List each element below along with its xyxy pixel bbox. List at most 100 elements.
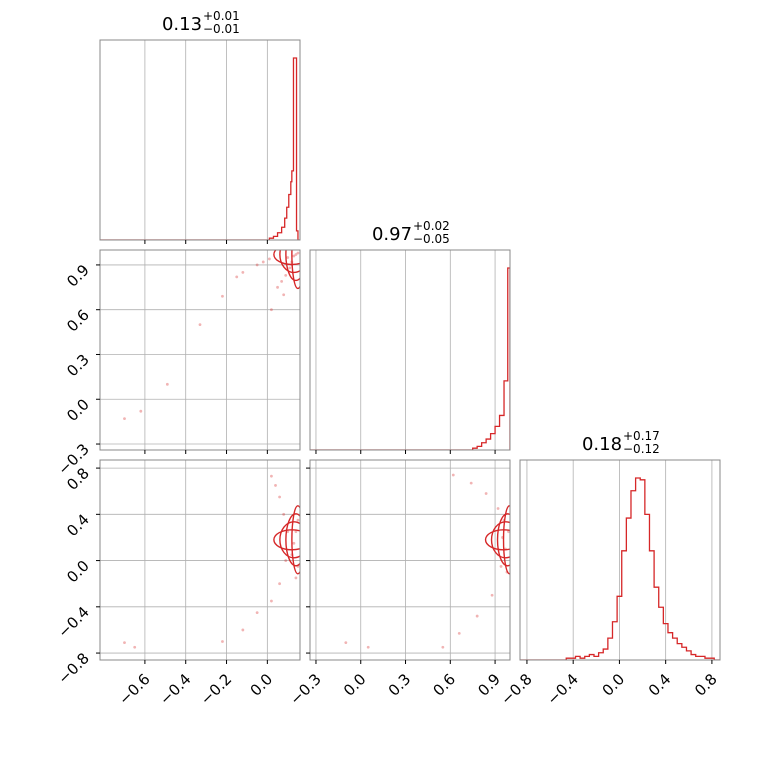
panel-content bbox=[100, 57, 300, 240]
scatter-point bbox=[280, 279, 284, 283]
scatter-point bbox=[484, 492, 488, 495]
panel-2-2: −0.8 −0.4 0.0 0.4 0.8 bbox=[497, 459, 721, 709]
x-tick-label: −0.4 bbox=[156, 670, 194, 708]
y-tick-label: −0.4 bbox=[54, 603, 92, 641]
scatter-point bbox=[284, 273, 288, 277]
scatter-point bbox=[451, 473, 455, 477]
param-title-plus: +0.02 bbox=[413, 219, 450, 233]
scatter-point bbox=[261, 260, 265, 264]
panel-frame bbox=[99, 249, 301, 451]
scatter-point bbox=[475, 614, 479, 618]
panel-content bbox=[123, 474, 300, 649]
scatter-point bbox=[198, 323, 202, 327]
param-title-minus: −0.01 bbox=[203, 22, 240, 36]
panel-content bbox=[344, 473, 510, 649]
scatter-point bbox=[139, 409, 143, 413]
panel-frame bbox=[99, 459, 301, 661]
y-tick-label: 0.3 bbox=[63, 351, 93, 381]
scatter-point bbox=[296, 251, 300, 255]
scatter-point bbox=[133, 645, 137, 649]
histogram-step-line bbox=[100, 57, 300, 240]
density-contour bbox=[285, 250, 300, 282]
x-tick-label: 0.0 bbox=[599, 670, 629, 700]
scatter-point bbox=[294, 576, 298, 580]
panel-frame bbox=[99, 39, 301, 241]
x-tick-label: 0.3 bbox=[385, 670, 415, 700]
panel-frame bbox=[519, 459, 721, 661]
scatter-point bbox=[490, 593, 494, 597]
histogram-step-line bbox=[520, 477, 720, 660]
panel-0-0 bbox=[99, 39, 301, 244]
y-tick-label: 0.6 bbox=[63, 306, 93, 336]
panel-1-1 bbox=[309, 249, 511, 454]
x-tick-label: 0.0 bbox=[340, 670, 370, 700]
scatter-point bbox=[284, 559, 288, 562]
scatter-point bbox=[469, 481, 473, 485]
scatter-point bbox=[294, 253, 298, 256]
panel-content bbox=[520, 477, 720, 660]
x-tick-label: 0.0 bbox=[247, 670, 277, 700]
y-tick-label: 0.0 bbox=[63, 557, 93, 587]
param-title-plus: +0.17 bbox=[623, 429, 660, 443]
scatter-point bbox=[235, 275, 239, 279]
panel-frame bbox=[309, 459, 511, 661]
panel-1-0: −0.30.00.30.60.9 bbox=[54, 249, 301, 479]
x-tick-label: −0.6 bbox=[115, 670, 153, 708]
scatter-point bbox=[123, 417, 126, 421]
scatter-point bbox=[278, 495, 281, 499]
x-tick-label: −0.8 bbox=[497, 670, 535, 708]
scatter-point bbox=[221, 640, 224, 643]
panel-frame bbox=[309, 249, 511, 451]
param-title-minus: −0.12 bbox=[623, 442, 660, 456]
panel-2-0: −0.6 −0.4 −0.2 0.0−0.8−0.40.00.40.8 bbox=[54, 459, 301, 709]
density-contour bbox=[279, 250, 300, 274]
y-tick-label: 0.0 bbox=[63, 395, 93, 425]
param-title-value: 0.13 bbox=[162, 14, 202, 35]
scatter-point bbox=[255, 611, 259, 615]
scatter-point bbox=[344, 641, 348, 645]
param-title-minus: −0.05 bbox=[413, 232, 450, 246]
param-title-value: 0.18 bbox=[582, 434, 622, 455]
scatter-point bbox=[165, 382, 169, 386]
param-title-plus: +0.01 bbox=[203, 9, 240, 23]
scatter-point bbox=[286, 256, 290, 259]
y-tick-label: 0.9 bbox=[63, 261, 93, 291]
scatter-point bbox=[496, 507, 500, 510]
density-contour bbox=[291, 250, 300, 290]
scatter-point bbox=[270, 308, 273, 312]
scatter-point bbox=[276, 285, 279, 289]
panel-2-1: −0.3 0.0 0.3 0.6 0.9 bbox=[286, 459, 511, 709]
y-tick-label: 0.4 bbox=[63, 510, 93, 540]
histogram-step-line bbox=[310, 267, 510, 450]
param-title-value: 0.97 bbox=[372, 224, 412, 245]
scatter-point bbox=[274, 484, 277, 487]
density-contour bbox=[273, 250, 300, 266]
density-contour bbox=[273, 529, 300, 551]
x-tick-label: −0.2 bbox=[197, 670, 235, 708]
scatter-point bbox=[366, 645, 370, 649]
scatter-point bbox=[441, 645, 445, 649]
scatter-point bbox=[123, 641, 126, 645]
scatter-point bbox=[267, 257, 271, 261]
scatter-point bbox=[292, 541, 296, 545]
scatter-point bbox=[278, 582, 281, 586]
x-tick-label: 0.8 bbox=[691, 670, 721, 700]
x-tick-label: 0.6 bbox=[430, 670, 460, 700]
density-contour bbox=[291, 505, 300, 575]
panel-content bbox=[123, 250, 300, 421]
scatter-point bbox=[288, 266, 292, 270]
scatter-point bbox=[270, 599, 273, 603]
density-contour bbox=[279, 521, 300, 559]
scatter-point bbox=[507, 530, 510, 534]
scatter-point bbox=[294, 530, 298, 534]
scatter-point bbox=[241, 270, 245, 274]
scatter-point bbox=[292, 254, 296, 258]
scatter-point bbox=[255, 263, 259, 267]
x-tick-label: −0.3 bbox=[286, 670, 324, 708]
scatter-point bbox=[241, 628, 245, 632]
scatter-point bbox=[499, 564, 503, 568]
scatter-point bbox=[221, 294, 224, 298]
scatter-point bbox=[296, 518, 300, 522]
density-contour bbox=[285, 513, 300, 567]
